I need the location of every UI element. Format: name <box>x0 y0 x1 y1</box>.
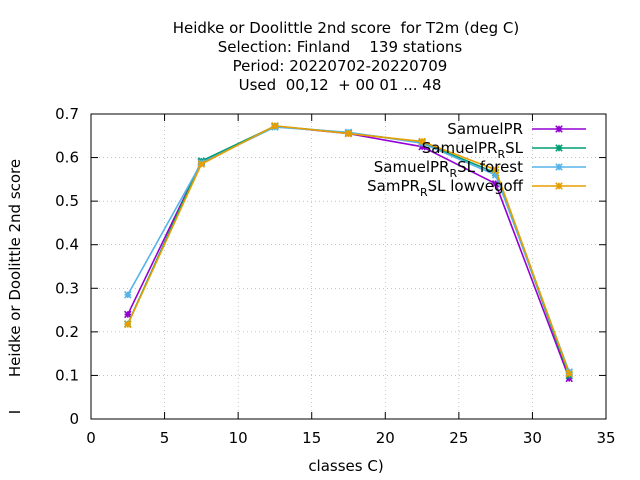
x-tick-label: 15 <box>302 429 321 447</box>
data-point-dot <box>199 161 204 167</box>
y-tick-label: 0.1 <box>55 366 79 384</box>
data-point-dot <box>556 126 562 132</box>
y-tick-label: 0.4 <box>55 236 79 254</box>
legend-entry-4: SamPRRSL lowvegoff <box>367 177 586 199</box>
grid <box>91 114 606 419</box>
series-4 <box>124 121 573 378</box>
chart-title: Heidke or Doolittle 2nd score for T2m (d… <box>173 19 520 94</box>
data-point-dot <box>125 322 130 327</box>
y-tick-label: 0.7 <box>55 105 79 123</box>
legend-label: SamuelPRRSL forest <box>374 158 523 180</box>
data-point-dot <box>125 312 130 317</box>
legend-entry-1: SamuelPR <box>447 120 586 138</box>
y-tick-label: 0.2 <box>55 323 79 341</box>
data-point-dot <box>493 181 498 186</box>
title-line-4: Used 00,12 + 00 01 ... 48 <box>239 76 442 94</box>
data-point-dot <box>556 164 562 170</box>
data-point-dot <box>493 167 498 172</box>
data-point-dot <box>419 139 425 144</box>
y-axis: 0 0.1 0.2 0.3 0.4 0.5 0.6 0.7 <box>55 105 606 428</box>
legend-label: SamuelPRRSL <box>422 139 524 161</box>
x-tick-label: 25 <box>449 429 468 447</box>
title-line-1: Heidke or Doolittle 2nd score for T2m (d… <box>173 19 520 37</box>
data-point-dot <box>556 145 562 151</box>
data-point-dot <box>125 292 130 298</box>
y-tick-label: 0.6 <box>55 149 79 167</box>
series-group <box>124 121 573 383</box>
x-tick-label: 30 <box>523 429 542 447</box>
legend-label: SamPRRSL lowvegoff <box>367 177 524 199</box>
x-tick-label: 5 <box>160 429 170 447</box>
x-axis-label: classes C) <box>308 457 383 475</box>
x-tick-label: 20 <box>376 429 395 447</box>
y-tick-label: 0.3 <box>55 279 79 297</box>
y-tick-label: 0 <box>69 410 79 428</box>
x-tick-label: 10 <box>229 429 248 447</box>
y-axis-extra-label: I <box>6 410 24 414</box>
data-point-dot <box>556 183 562 189</box>
legend-label: SamuelPR <box>447 120 523 138</box>
title-line-3: Period: 20220702-20220709 <box>233 57 448 75</box>
data-point-dot <box>272 123 278 128</box>
plot-border <box>90 113 607 420</box>
data-point-dot <box>567 371 572 376</box>
data-point-dot <box>419 144 425 149</box>
legend-entry-2: SamuelPRRSL <box>422 139 586 161</box>
title-line-2: Selection: Finland 139 stations <box>218 38 463 56</box>
y-axis-label: Heidke or Doolittle 2nd score <box>6 159 24 377</box>
x-axis: 0 5 10 15 20 25 30 35 <box>86 114 616 447</box>
x-tick-label: 35 <box>596 429 615 447</box>
y-tick-label: 0.5 <box>55 192 79 210</box>
x-tick-label: 0 <box>86 429 96 447</box>
data-point-dot <box>346 131 351 136</box>
legend-entry-3: SamuelPRRSL forest <box>374 158 586 180</box>
